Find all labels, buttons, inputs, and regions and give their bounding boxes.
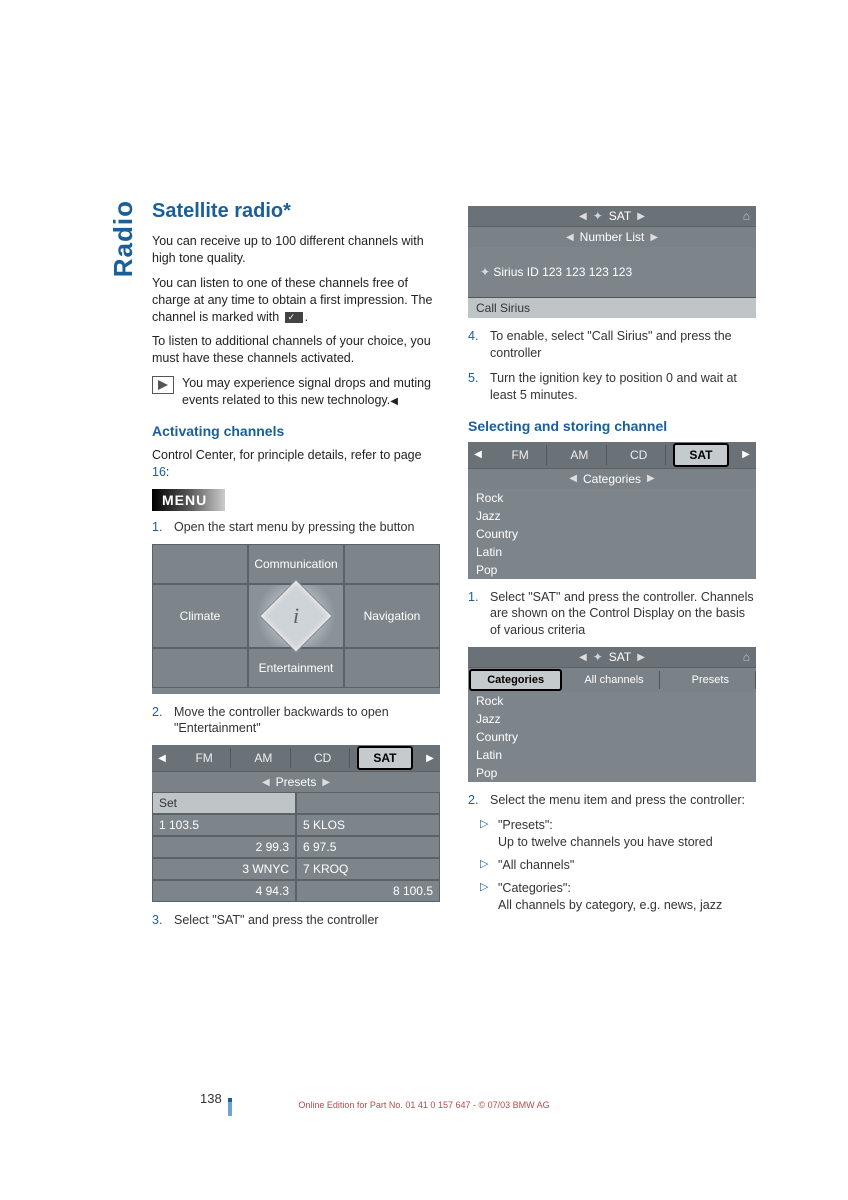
category-item[interactable]: Jazz [468,710,756,728]
category-item[interactable]: Rock [468,489,756,507]
activating-step-3: 3.Select "SAT" and press the controller [152,912,440,929]
activating-lead: Control Center, for principle details, r… [152,447,440,481]
navgrid-bottom[interactable]: Entertainment [248,648,344,688]
page-title: Satellite radio* [152,200,440,223]
radio-tab-sat[interactable]: SAT [357,746,413,770]
category-item[interactable]: Country [468,728,756,746]
category-item[interactable]: Jazz [468,507,756,525]
radio-tab-am[interactable]: AM [237,748,290,768]
radio-tab-fm[interactable]: FM [178,748,231,768]
radio-tab-cd[interactable]: CD [297,748,350,768]
tab-arrow-left-icon[interactable]: ◀ [468,449,488,460]
activating-heading: Activating channels [152,423,440,439]
navgrid-right[interactable]: Navigation [344,584,440,648]
navgrid-center[interactable]: i [248,584,344,648]
subtab-categories[interactable]: Categories [469,669,562,691]
preset-set[interactable]: Set [152,792,296,814]
preset-1[interactable]: 1 103.5 [152,814,296,836]
subtab-presets[interactable]: Presets [666,671,756,689]
bullet-all-channels: "All channels" [498,857,756,874]
subtab-all-channels[interactable]: All channels [569,671,659,689]
bullet-categories: "Categories": All channels by category, … [498,880,756,914]
presets-header: ◀Presets▶ [152,771,440,792]
selecting-heading: Selecting and storing channel [468,418,756,434]
tab-arrow-right-icon[interactable]: ▶ [736,449,756,460]
category-item[interactable]: Country [468,525,756,543]
category-item[interactable]: Pop [468,561,756,579]
preset-4[interactable]: 4 94.3 [152,880,296,902]
page-mark [228,1098,232,1116]
tab-am[interactable]: AM [553,445,606,465]
screenshot-sirius: ◀✦SAT▶⌂ ◀Number List▶ ✦ Sirius ID 123 12… [468,206,756,318]
preset-8[interactable]: 8 100.5 [296,880,440,902]
sirius-sat-header: ◀✦SAT▶⌂ [468,206,756,226]
intro-p1: You can receive up to 100 different chan… [152,233,440,267]
home-icon[interactable]: ⌂ [743,209,750,223]
right-column: ◀✦SAT▶⌂ ◀Number List▶ ✦ Sirius ID 123 12… [468,200,756,937]
activating-step-2: 2.Move the controller backwards to open … [152,704,440,738]
call-sirius-button[interactable]: Call Sirius [468,297,756,318]
tab-arrow-right-icon[interactable]: ▶ [420,753,440,764]
page-number: 138 [200,1091,222,1106]
category-list: Rock Jazz Country Latin Pop [468,489,756,579]
category-item[interactable]: Rock [468,692,756,710]
copyright-text: Online Edition for Part No. 01 41 0 157 … [0,1100,848,1110]
flag-icon [285,312,303,323]
note-block: You may experience signal drops and muti… [152,375,440,409]
intro-p2: You can listen to one of these channels … [152,275,440,326]
selecting-step-2: 2.Select the menu item and press the con… [468,792,756,809]
tab-sat[interactable]: SAT [673,443,729,467]
bullet-presets: "Presets": Up to twelve channels you hav… [498,817,756,851]
tab-cd[interactable]: CD [613,445,666,465]
screenshot-categories-top: ◀ FM AM CD SAT ▶ ◀Categories▶ Rock Jazz … [468,442,756,579]
category-list-2: Rock Jazz Country Latin Pop [468,692,756,782]
intro-p3: To listen to additional channels of your… [152,333,440,367]
home-icon[interactable]: ⌂ [743,650,750,664]
screenshot-presets: ◀ FM AM CD SAT ▶ ◀Presets▶ Set 1 103.55 … [152,745,440,902]
navgrid-left[interactable]: Climate [152,584,248,648]
sirius-step-5: 5.Turn the ignition key to position 0 an… [468,370,756,404]
page-content: Satellite radio* You can receive up to 1… [108,200,758,937]
category-item[interactable]: Latin [468,746,756,764]
menu-button[interactable]: MENU [152,489,225,511]
screenshot-navgrid: Communication Climate i Navigation Enter… [152,544,440,694]
preset-2[interactable]: 2 99.3 [152,836,296,858]
categories-header: ◀Categories▶ [468,468,756,489]
page-footer: 138 Online Edition for Part No. 01 41 0 … [0,1100,848,1110]
activating-step-1: 1.Open the start menu by pressing the bu… [152,519,440,536]
sat-header-2: ◀✦SAT▶⌂ [468,647,756,667]
tab-fm[interactable]: FM [494,445,547,465]
selecting-step-1: 1.Select "SAT" and press the controller.… [468,589,756,640]
preset-5[interactable]: 5 KLOS [296,814,440,836]
tab-arrow-left-icon[interactable]: ◀ [152,753,172,764]
sirius-number-list[interactable]: ◀Number List▶ [468,226,756,247]
play-icon [152,376,174,394]
navgrid-top[interactable]: Communication [248,544,344,584]
sirius-id: ✦ Sirius ID 123 123 123 123 [468,247,756,297]
preset-3[interactable]: 3 WNYC [152,858,296,880]
category-item[interactable]: Pop [468,764,756,782]
left-column: Satellite radio* You can receive up to 1… [152,200,440,937]
preset-7[interactable]: 7 KROQ [296,858,440,880]
category-item[interactable]: Latin [468,543,756,561]
preset-6[interactable]: 6 97.5 [296,836,440,858]
screenshot-categories-sub: ◀✦SAT▶⌂ Categories All channels Presets … [468,647,756,782]
sirius-step-4: 4.To enable, select "Call Sirius" and pr… [468,328,756,362]
